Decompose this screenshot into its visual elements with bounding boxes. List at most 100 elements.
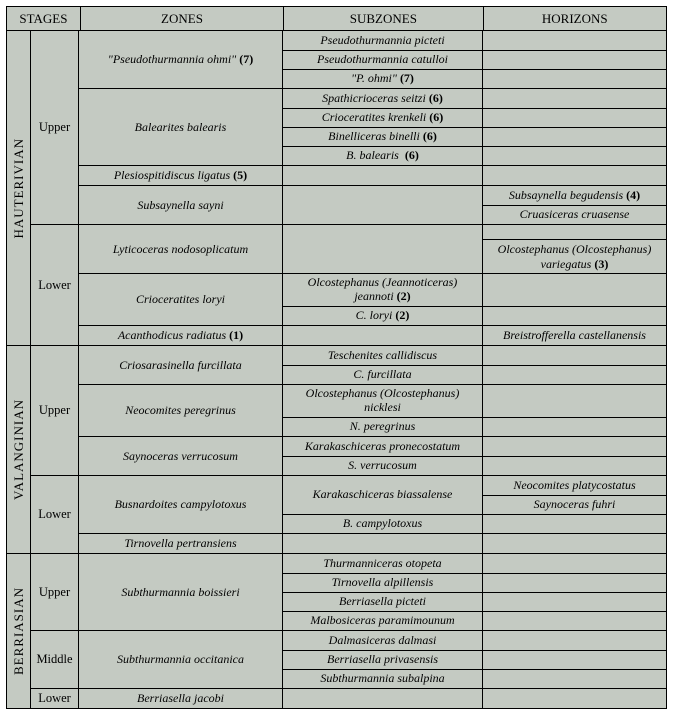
subzone-cell: C. furcillata (283, 366, 483, 384)
stage-hauterivian: HAUTERIVIAN Upper "Pseudothurmannia ohmi… (7, 31, 666, 345)
substage-label: Middle (31, 631, 79, 688)
substage-label: Upper (31, 31, 79, 224)
horizon-cell: Subsaynella begudensis (4) (483, 186, 666, 205)
horizon-cell (483, 346, 666, 365)
subzone-cell: Pseudothurmannia picteti (283, 31, 483, 50)
subzone-cell: Karakaschiceras pronecostatum (283, 437, 483, 456)
subzone-cell: Teschenites callidiscus (283, 346, 483, 365)
subzone-cell (283, 186, 483, 224)
zone-row: Busnardoites campylotoxus Karakaschicera… (79, 476, 666, 533)
zone-cell: Saynoceras verrucosum (79, 437, 283, 475)
subzone-cell (283, 326, 483, 345)
subzone-cell: Thurmanniceras otopeta (283, 554, 483, 573)
table-header: STAGES ZONES SUBZONES HORIZONS (7, 7, 666, 31)
horizon-cell (483, 385, 666, 417)
hdr-stages: STAGES (7, 7, 81, 30)
subzone-cell: B. campylotoxus (283, 515, 483, 533)
substage-berriasian-middle: Middle Subthurmannia occitanica Dalmasic… (31, 630, 666, 688)
substage-berriasian-lower: Lower Berriasella jacobi (31, 688, 666, 708)
horizon-stack: Olcostephanus (Olcostephanus) variegatus… (483, 225, 666, 273)
zone-cell: Criosarasinella furcillata (79, 346, 283, 384)
biostratigraphy-table: STAGES ZONES SUBZONES HORIZONS HAUTERIVI… (6, 6, 667, 709)
horizon-cell: Breistrofferella castellanensis (483, 326, 666, 345)
hdr-zones: ZONES (81, 7, 284, 30)
substage-label: Lower (31, 225, 79, 345)
substage-label: Lower (31, 689, 79, 708)
substage-valanginian-lower: Lower Busnardoites campylotoxus Karakasc… (31, 475, 666, 553)
zone-row: Tirnovella pertransiens (79, 533, 666, 553)
horizon-cell (483, 574, 666, 592)
substage-label: Lower (31, 476, 79, 553)
horizon-cell (483, 437, 666, 456)
subzone-cell: Spathicrioceras seitzi (6) (283, 89, 483, 108)
stage-label-valanginian: VALANGINIAN (7, 346, 31, 553)
horizon-cell (483, 274, 666, 306)
subzone-cell (283, 534, 483, 553)
subzone-cell: Crioceratites krenkeli (6) (283, 109, 483, 127)
zone-row: Saynoceras verrucosum Karakaschiceras pr… (79, 436, 666, 475)
subzone-cell: Pseudothurmannia catulloi (283, 51, 483, 69)
horizon-cell: Olcostephanus (Olcostephanus) variegatus… (483, 239, 666, 273)
substage-hauterivian-upper: Upper "Pseudothurmannia ohmi" (7) Pseudo… (31, 31, 666, 224)
horizon-cell (483, 307, 666, 325)
subzone-cell: Binelliceras binelli (6) (283, 128, 483, 146)
horizon-cell (483, 89, 666, 108)
horizon-cell (483, 128, 666, 146)
subzone-cell: "P. ohmi" (7) (283, 70, 483, 88)
subzone-cell: S. verrucosum (283, 457, 483, 475)
stage-label-hauterivian: HAUTERIVIAN (7, 31, 31, 345)
zone-cell: Neocomites peregrinus (79, 385, 283, 436)
subzone-cell: N. peregrinus (283, 418, 483, 436)
horizon-stack: Subsaynella begudensis (4) Cruasiceras c… (483, 186, 666, 224)
zone-cell: Busnardoites campylotoxus (79, 476, 283, 533)
zone-cell: Plesiospitidiscus ligatus (5) (79, 166, 283, 185)
horizon-cell (483, 534, 666, 553)
horizon-cell (483, 225, 666, 239)
horizon-cell: Neocomites platycostatus (483, 476, 666, 495)
zone-row: Balearites balearis Spathicrioceras seit… (79, 88, 666, 165)
subzone-cell: Subthurmannia subalpina (283, 670, 483, 688)
zone-row: Acanthodicus radiatus (1) Breistrofferel… (79, 325, 666, 345)
substage-valanginian-upper: Upper Criosarasinella furcillata Teschen… (31, 346, 666, 475)
horizon-cell (483, 166, 666, 185)
zone-cell: Crioceratites loryi (79, 274, 283, 325)
horizon-cell (483, 554, 666, 573)
stage-text: HAUTERIVIAN (11, 138, 27, 239)
zone-row: Subsaynella sayni Subsaynella begudensis… (79, 185, 666, 224)
horizon-cell (483, 31, 666, 50)
hdr-horizons: HORIZONS (484, 7, 666, 30)
zone-cell: Subsaynella sayni (79, 186, 283, 224)
stage-text: BERRIASIAN (11, 587, 27, 675)
zone-cell: Tirnovella pertransiens (79, 534, 283, 553)
subzone-cell: Berriasella picteti (283, 593, 483, 611)
horizon-cell (483, 670, 666, 688)
horizon-cell (483, 689, 666, 708)
hdr-subzones: SUBZONES (284, 7, 483, 30)
substage-berriasian-upper: Upper Subthurmannia boissieri Thurmannic… (31, 554, 666, 630)
zone-row: Subthurmannia boissieri Thurmanniceras o… (79, 554, 666, 630)
zone-row: Berriasella jacobi (79, 689, 666, 708)
stage-berriasian: BERRIASIAN Upper Subthurmannia boissieri… (7, 553, 666, 708)
substage-hauterivian-lower: Lower Lyticoceras nodosoplicatum Olcoste… (31, 224, 666, 345)
zone-cell: "Pseudothurmannia ohmi" (7) (79, 31, 283, 88)
zone-cell: Subthurmannia boissieri (79, 554, 283, 630)
subzone-cell (283, 689, 483, 708)
subzone-cell: Olcostephanus (Jeannoticeras) jeannoti (… (283, 274, 483, 306)
subzone-cell: Berriasella privasensis (283, 651, 483, 669)
subzone-cell (283, 225, 483, 273)
subzone-cell: Malbosiceras paramimounum (283, 612, 483, 630)
horizon-cell (483, 651, 666, 669)
horizon-cell (483, 612, 666, 630)
zone-cell: Balearites balearis (79, 89, 283, 165)
horizon-cell (483, 51, 666, 69)
zone-row: Lyticoceras nodosoplicatum Olcostephanus… (79, 225, 666, 273)
subzone-cell: Karakaschiceras biassalense (283, 476, 483, 514)
zone-cell: Subthurmannia occitanica (79, 631, 283, 688)
horizon-cell (483, 457, 666, 475)
subzone-cell (283, 166, 483, 185)
zone-cell: Acanthodicus radiatus (1) (79, 326, 283, 345)
zone-row: Neocomites peregrinus Olcostephanus (Olc… (79, 384, 666, 436)
zone-row: Plesiospitidiscus ligatus (5) (79, 165, 666, 185)
zone-cell: Lyticoceras nodosoplicatum (79, 225, 283, 273)
zone-cell: Berriasella jacobi (79, 689, 283, 708)
